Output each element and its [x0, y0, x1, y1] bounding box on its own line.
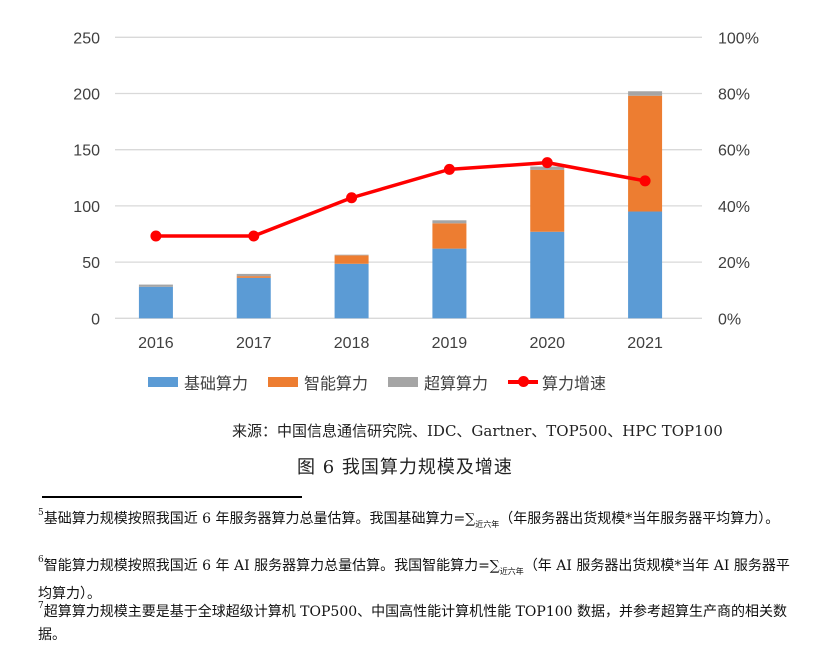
- legend-swatch: [148, 377, 178, 387]
- bar-segment: [530, 231, 565, 319]
- y2-tick-label: 80%: [718, 87, 750, 104]
- footnote-divider: [42, 496, 302, 498]
- bar-segment: [334, 263, 369, 319]
- footnote-subscript: 近六年: [499, 566, 524, 576]
- legend-item-growth: 算力增速: [508, 370, 606, 394]
- growth-line: [155, 160, 646, 238]
- bar-segment: [628, 211, 663, 319]
- legend-label: 算力增速: [542, 374, 607, 393]
- growth-point: [443, 163, 455, 175]
- chart-legend: 基础算力 智能算力 超算算力 算力增速: [148, 370, 626, 394]
- bar-segment: [530, 166, 565, 170]
- y2-tick-label: 60%: [718, 143, 750, 160]
- x-tick-label: 2019: [432, 335, 468, 352]
- footnote-text: （年服务器出货规模*当年服务器平均算力）。: [499, 511, 780, 527]
- y-tick-label: 50: [82, 255, 100, 272]
- figure-caption: 图 6 我国算力规模及增速: [297, 457, 513, 478]
- footnote-text: 智能算力规模按照我国近 6 年 AI 服务器算力总量估算。我国智能算力=∑: [43, 558, 500, 574]
- x-tick-label: 2016: [138, 335, 174, 352]
- y-tick-label: 0: [91, 311, 100, 328]
- footnote-text: （年 AI 服务器出货规模*当年 AI 服务器平均算力）。: [38, 558, 790, 602]
- bar-segment: [432, 248, 467, 319]
- chart-source: 来源：中国信息通信研究院、IDC、Gartner、TOP500、HPC TOP1…: [232, 422, 723, 440]
- bar-segment: [628, 95, 663, 212]
- legend-swatch: [388, 377, 419, 387]
- footnote-number: 6: [38, 555, 44, 565]
- legend-label: 超算算力: [424, 374, 489, 393]
- footnote-number: 7: [38, 601, 44, 611]
- bar-segment: [432, 220, 467, 224]
- legend-item-super: 超算算力: [388, 370, 488, 394]
- x-tick-label: 2021: [627, 335, 663, 352]
- footnote-text: 超算算力规模主要是基于全球超级计算机 TOP500、中国高性能计算机性能 TOP…: [38, 604, 787, 643]
- bar-segment: [432, 223, 467, 249]
- legend-label: 基础算力: [184, 374, 249, 393]
- y2-tick-label: 40%: [718, 199, 750, 216]
- legend-line-marker: [508, 376, 539, 387]
- bar-segment: [236, 273, 271, 277]
- bar-segment: [236, 276, 271, 278]
- growth-point: [248, 230, 260, 242]
- y-tick-label: 100: [73, 199, 100, 216]
- legend-item-smart: 智能算力: [268, 370, 368, 394]
- x-tick-label: 2020: [529, 335, 565, 352]
- x-tick-label: 2017: [236, 335, 272, 352]
- bar-segment: [138, 286, 173, 319]
- bar-segment: [236, 277, 271, 319]
- footnote-5: 5基础算力规模按照我国近 6 年服务器算力总量估算。我国基础算力=∑近六年（年服…: [38, 508, 798, 536]
- footnote-6: 6智能算力规模按照我国近 6 年 AI 服务器算力总量估算。我国智能算力=∑近六…: [38, 555, 798, 606]
- y2-tick-label: 100%: [718, 30, 759, 47]
- footnote-text: 基础算力规模按照我国近 6 年服务器算力总量估算。我国基础算力=∑: [43, 511, 476, 527]
- y2-tick-label: 20%: [718, 255, 750, 272]
- growth-point: [639, 175, 651, 187]
- legend-swatch: [268, 377, 299, 387]
- y-tick-label: 250: [73, 30, 100, 47]
- y-tick-label: 200: [73, 87, 100, 104]
- y-tick-label: 150: [73, 143, 100, 160]
- legend-item-basic: 基础算力: [148, 370, 248, 394]
- chart: 0 50 100 150 200 250 0% 20% 40% 60% 80% 100% 2016 201…: [73, 30, 759, 352]
- growth-point: [541, 157, 553, 169]
- bar-segment: [530, 169, 565, 232]
- footnote-number: 5: [38, 508, 44, 518]
- bar-segment: [628, 91, 663, 96]
- bar-segment: [334, 255, 369, 264]
- bar-segment: [334, 254, 369, 256]
- legend-label: 智能算力: [304, 374, 369, 393]
- growth-point: [346, 192, 358, 204]
- y2-tick-label: 0%: [718, 311, 741, 328]
- x-tick-label: 2018: [334, 335, 370, 352]
- bar-segment: [138, 284, 173, 287]
- footnote-7: 7超算算力规模主要是基于全球超级计算机 TOP500、中国高性能计算机性能 TO…: [38, 601, 798, 647]
- growth-point: [150, 230, 162, 242]
- footnote-subscript: 近六年: [475, 519, 500, 529]
